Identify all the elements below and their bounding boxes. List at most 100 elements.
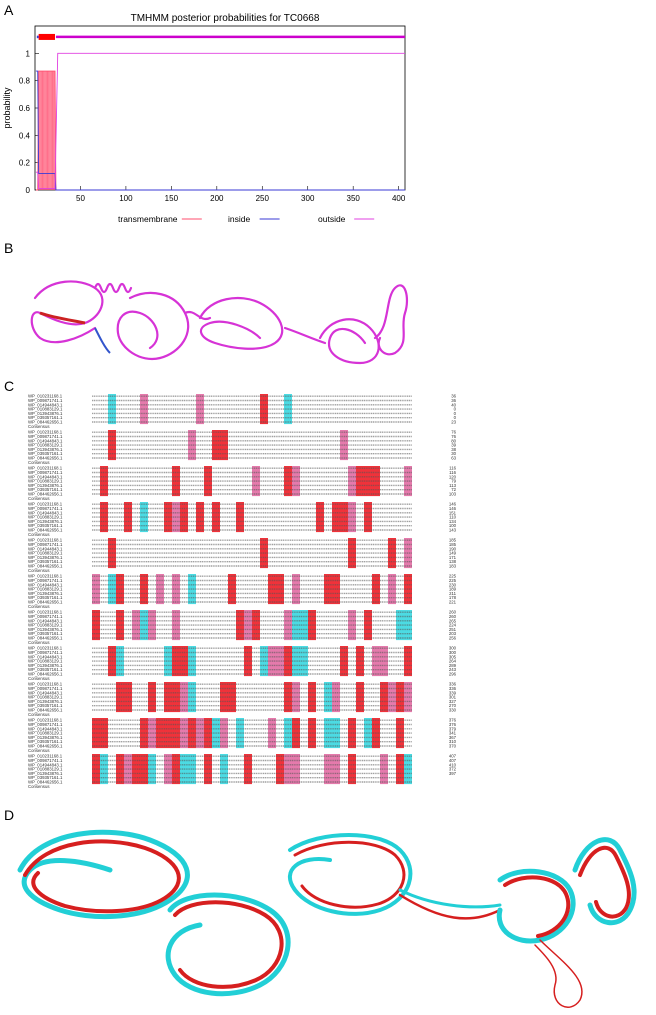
sequence-name: WP_010231168.1 — [28, 718, 63, 723]
y-tick-label: 1 — [26, 49, 31, 58]
sequence-end-number: 300 — [449, 650, 457, 655]
alignment-column — [212, 718, 220, 749]
sequence-end-number: 138 — [449, 559, 457, 564]
red-domain-1 — [23, 839, 181, 914]
panel-label-b: B — [4, 240, 14, 256]
sequence-end-number: 341 — [449, 731, 457, 736]
sequence-name: WP_084462656.1 — [28, 600, 63, 605]
sequence-name: WP_084462656.1 — [28, 564, 63, 569]
ribbon-helix-red — [39, 311, 86, 325]
red-domain-2 — [173, 900, 284, 989]
sequence-name: WP_010231168.1 — [28, 466, 63, 471]
sequence-end-number: 116 — [449, 466, 456, 471]
x-tick-label: 50 — [76, 194, 85, 203]
sequence-end-number: 185 — [449, 538, 457, 543]
sequence-end-number: 146 — [449, 506, 457, 511]
sequence-name: WP_010883129.1 — [28, 623, 63, 628]
alignment-column — [140, 754, 148, 785]
sequence-name: WP_010883129.1 — [28, 731, 63, 736]
x-tick-label: 200 — [210, 194, 224, 203]
sequence-end-number: 189 — [449, 587, 457, 592]
sequence-name: WP_009871741.1 — [28, 578, 63, 583]
alignment-column — [372, 466, 380, 497]
sequence-name: WP_013943876.1 — [28, 735, 63, 740]
plot-frame — [34, 25, 406, 191]
ribbon-domain-3 — [198, 296, 284, 350]
x-tick-label: 100 — [119, 194, 133, 203]
alignment-block: WP_010231168.1 185 WP_009871741.1 185 WP_014… — [28, 538, 457, 573]
sequence-end-number: 407 — [449, 754, 457, 759]
alignment-column — [140, 718, 148, 749]
ribbon-linker-2 — [283, 326, 327, 345]
y-axis-label: probability — [2, 87, 12, 129]
alignment-column — [212, 430, 220, 461]
sequence-end-number: 149 — [449, 551, 457, 556]
sequence-end-number: 260 — [449, 614, 457, 619]
sequence-end-number: 40 — [451, 402, 456, 407]
sequence-end-number: 103 — [449, 492, 457, 497]
sequence-end-number: 36 — [451, 394, 456, 399]
alignment-column — [140, 574, 148, 605]
sequence-end-number: 256 — [449, 636, 457, 641]
sequence-name: WP_014944843.1 — [28, 690, 63, 695]
sequence-name: WP_084462656.1 — [28, 456, 63, 461]
alignment-block: WP_010231168.1 116 WP_009871741.1 116 WP_014… — [28, 466, 457, 501]
sequence-name: WP_013943876.1 — [28, 627, 63, 632]
red-loop — [534, 939, 583, 1008]
sequence-end-number: 23 — [451, 420, 456, 425]
alignment-column — [284, 466, 292, 497]
alignment-column — [212, 502, 220, 533]
series-outside — [35, 52, 405, 190]
sequence-name: WP_009871741.1 — [28, 434, 63, 439]
alignment-column — [284, 718, 292, 749]
ribbon-helix-1 — [93, 282, 133, 294]
sequence-end-number: 110 — [449, 515, 456, 520]
alignment-block: WP_010231168.1 36 WP_009871741.1 36 WP_01494… — [28, 394, 457, 429]
alignment-column — [228, 574, 236, 605]
sequence-end-number: 113 — [449, 483, 456, 488]
sequence-name: WP_039357161.1 — [28, 739, 63, 744]
sequence-name: WP_084462656.1 — [28, 672, 63, 677]
cyan-domain-3 — [287, 833, 413, 916]
sequence-end-number: 116 — [449, 470, 456, 475]
panel-label-d: D — [4, 807, 15, 823]
sequence-name: WP_010883129.1 — [28, 659, 63, 664]
alignment-column — [140, 610, 148, 641]
sequence-name: Consensus — [28, 496, 50, 501]
alignment-column — [372, 718, 380, 749]
alignment-column — [140, 394, 148, 425]
sequence-end-number: 143 — [449, 528, 457, 533]
sequence-end-number: 221 — [449, 600, 457, 605]
sequence-end-number: 80 — [451, 438, 456, 443]
sequence-name: WP_014944843.1 — [28, 762, 63, 767]
ribbon-tail-blue — [94, 327, 111, 354]
alignment-column — [372, 574, 380, 605]
sequence-name: WP_009871741.1 — [28, 542, 63, 547]
y-tick-label: 0.8 — [19, 77, 31, 86]
sequence-name: WP_013943876.1 — [28, 771, 63, 776]
sequence-end-number: 327 — [449, 699, 457, 704]
sequence-name: WP_010231168.1 — [28, 610, 63, 615]
sequence-name: WP_014944843.1 — [28, 618, 63, 623]
ribbon-domain-4 — [318, 318, 380, 365]
sequence-name: WP_039357161.1 — [28, 559, 63, 564]
sequence-end-number: 30 — [451, 451, 456, 456]
sequence-name: Consensus — [28, 784, 50, 789]
sequence-end-number: 76 — [451, 434, 456, 439]
sequence-name: WP_009871741.1 — [28, 398, 63, 403]
sequence-name: WP_010883129.1 — [28, 443, 63, 448]
alignment-column — [372, 646, 380, 677]
red-linker — [398, 893, 502, 920]
sequence-name: WP_010883129.1 — [28, 515, 63, 520]
sequence-name: WP_014944843.1 — [28, 654, 63, 659]
sequence-end-number: 225 — [449, 578, 457, 583]
sequence-end-number: 178 — [449, 595, 457, 600]
sequence-name: WP_014944843.1 — [28, 474, 63, 479]
alignment-column — [284, 394, 292, 425]
sequence-name: WP_084462656.1 — [28, 780, 63, 785]
sequence-end-number: 251 — [449, 627, 457, 632]
sequence-name: Consensus — [28, 676, 50, 681]
topology-bar-transmembrane — [38, 33, 55, 40]
sequence-name: WP_039357161.1 — [28, 415, 63, 420]
y-tick-label: 0 — [26, 186, 31, 195]
